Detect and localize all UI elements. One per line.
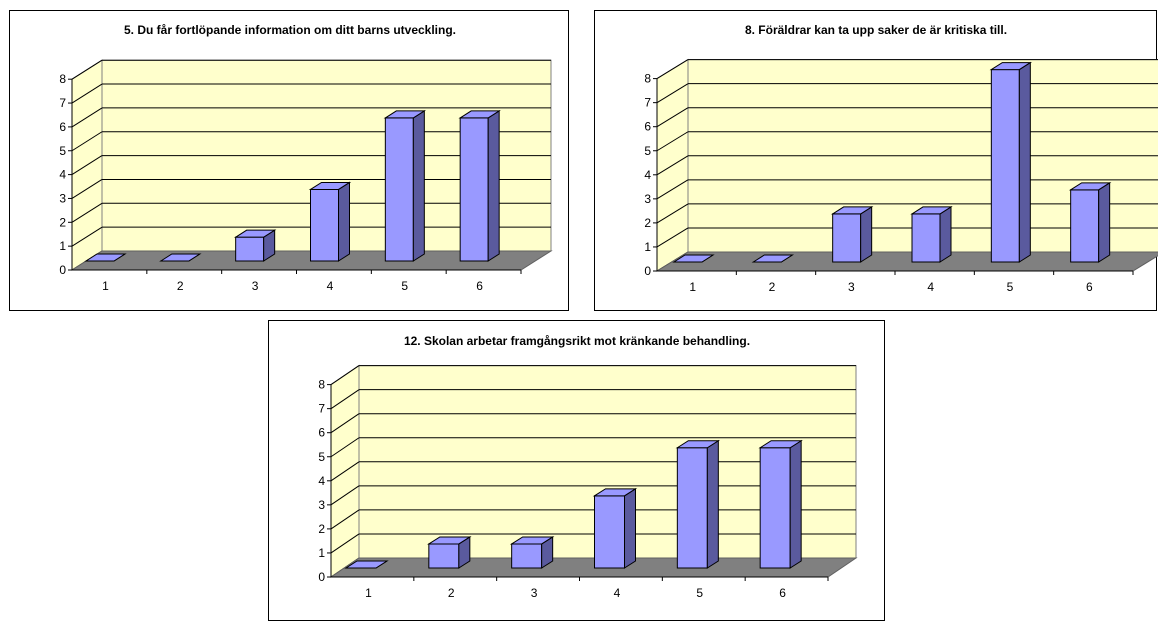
bar-front bbox=[429, 544, 459, 568]
y-tick-label: 4 bbox=[318, 474, 325, 488]
chart-svg-5: 5. Du får fortlöpande information om dit… bbox=[10, 11, 570, 312]
y-tick-label: 2 bbox=[644, 216, 651, 230]
bar-side bbox=[707, 441, 718, 568]
x-tick-label: 5 bbox=[696, 586, 703, 600]
y-tick-label: 6 bbox=[644, 120, 651, 134]
bar-front bbox=[460, 118, 488, 261]
x-tick-label: 2 bbox=[769, 280, 776, 294]
x-tick-label: 4 bbox=[927, 280, 934, 294]
chart-svg-12: 12. Skolan arbetar framgångsrikt mot krä… bbox=[269, 321, 886, 622]
bar-front bbox=[512, 544, 542, 568]
x-tick-label: 1 bbox=[102, 279, 109, 293]
bar-side bbox=[790, 441, 801, 568]
y-tick-label: 3 bbox=[318, 498, 325, 512]
bar-front bbox=[760, 448, 790, 568]
bar-front bbox=[1071, 190, 1099, 262]
y-tick-label: 5 bbox=[318, 450, 325, 464]
x-tick-label: 3 bbox=[252, 279, 259, 293]
bar-side bbox=[940, 207, 951, 262]
bar-side bbox=[488, 111, 499, 261]
y-tick-label: 1 bbox=[318, 546, 325, 560]
x-tick-label: 4 bbox=[327, 279, 334, 293]
y-tick-label: 7 bbox=[644, 96, 651, 110]
x-tick-label: 6 bbox=[1086, 280, 1093, 294]
y-tick-label: 6 bbox=[318, 426, 325, 440]
y-tick-label: 6 bbox=[59, 120, 66, 134]
bar-front bbox=[991, 70, 1019, 262]
chart-title: 8. Föräldrar kan ta upp saker de är krit… bbox=[745, 23, 1007, 37]
y-tick-label: 0 bbox=[318, 570, 325, 584]
x-tick-label: 3 bbox=[531, 586, 538, 600]
y-tick-label: 4 bbox=[644, 168, 651, 182]
bar-side bbox=[1099, 183, 1110, 262]
x-tick-label: 4 bbox=[614, 586, 621, 600]
y-tick-label: 1 bbox=[644, 240, 651, 254]
chart-title: 5. Du får fortlöpande information om dit… bbox=[124, 23, 456, 37]
y-tick-label: 2 bbox=[318, 522, 325, 536]
chart-svg-8: 8. Föräldrar kan ta upp saker de är krit… bbox=[595, 11, 1158, 312]
bar-side bbox=[339, 182, 350, 261]
bar-front bbox=[236, 237, 264, 261]
y-tick-label: 1 bbox=[59, 239, 66, 253]
bar-front bbox=[677, 448, 707, 568]
bar-front bbox=[912, 214, 940, 262]
x-tick-label: 6 bbox=[779, 586, 786, 600]
y-tick-label: 4 bbox=[59, 168, 66, 182]
bar-front bbox=[385, 118, 413, 261]
y-tick-label: 7 bbox=[318, 402, 325, 416]
y-tick-label: 3 bbox=[644, 192, 651, 206]
x-tick-label: 1 bbox=[689, 280, 696, 294]
x-tick-label: 5 bbox=[1007, 280, 1014, 294]
x-tick-label: 5 bbox=[401, 279, 408, 293]
y-tick-label: 8 bbox=[318, 378, 325, 392]
y-tick-label: 2 bbox=[59, 215, 66, 229]
chart-title: 12. Skolan arbetar framgångsrikt mot krä… bbox=[404, 334, 750, 348]
y-tick-label: 3 bbox=[59, 191, 66, 205]
x-tick-label: 1 bbox=[365, 586, 372, 600]
x-tick-label: 3 bbox=[848, 280, 855, 294]
y-tick-label: 5 bbox=[59, 144, 66, 158]
chart-panel-12: 12. Skolan arbetar framgångsrikt mot krä… bbox=[268, 320, 885, 621]
chart-panel-8: 8. Föräldrar kan ta upp saker de är krit… bbox=[594, 10, 1157, 311]
y-tick-label: 5 bbox=[644, 144, 651, 158]
y-tick-label: 8 bbox=[644, 72, 651, 86]
bar-side bbox=[1019, 63, 1030, 262]
bar-front bbox=[833, 214, 861, 262]
x-tick-label: 6 bbox=[476, 279, 483, 293]
x-tick-label: 2 bbox=[177, 279, 184, 293]
x-tick-label: 2 bbox=[448, 586, 455, 600]
bar-side bbox=[413, 111, 424, 261]
y-tick-label: 0 bbox=[644, 264, 651, 278]
bar-side bbox=[625, 489, 636, 568]
bar-front bbox=[595, 496, 625, 568]
y-tick-label: 8 bbox=[59, 72, 66, 86]
chart-panel-5: 5. Du får fortlöpande information om dit… bbox=[9, 10, 569, 311]
bar-front bbox=[311, 189, 339, 261]
y-tick-label: 7 bbox=[59, 96, 66, 110]
bar-side bbox=[861, 207, 872, 262]
y-tick-label: 0 bbox=[59, 263, 66, 277]
